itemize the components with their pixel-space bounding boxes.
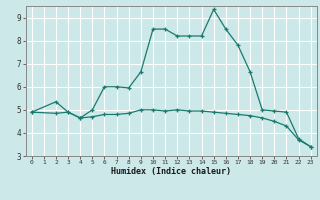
X-axis label: Humidex (Indice chaleur): Humidex (Indice chaleur) xyxy=(111,167,231,176)
